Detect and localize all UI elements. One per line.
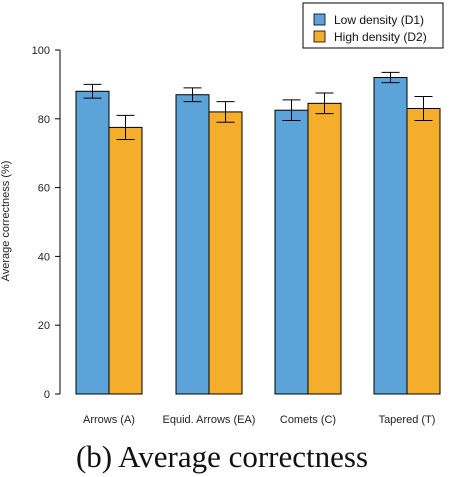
y-tick-label: 40: [38, 251, 50, 263]
y-tick-label: 60: [38, 183, 50, 195]
y-tick-label: 80: [38, 114, 50, 126]
error-bar-high-density-tapered-t: [414, 95, 433, 122]
x-tick-label: Comets (C): [280, 414, 336, 426]
bar-low-density-equid-arrows-ea: [175, 94, 210, 395]
bar-high-density-arrows-a: [108, 126, 143, 395]
x-tick-label: Equid. Arrows (EA): [163, 414, 256, 426]
y-tick-label: 100: [32, 45, 50, 57]
bar-low-density-arrows-a: [75, 90, 110, 395]
x-axis: Arrows (A) Equid. Arrows (EA) Comets (C) Ta…: [83, 414, 435, 426]
error-bar-low-density-arrows-a: [83, 83, 102, 99]
error-bar-low-density-tapered-t: [381, 71, 400, 84]
legend-swatch-high-density: [313, 30, 326, 43]
legend-box: [302, 2, 444, 49]
bar-high-density-equid-arrows-ea: [208, 111, 243, 395]
bar-low-density-tapered-t: [373, 77, 408, 395]
error-bar-high-density-equid-arrows-ea: [216, 101, 235, 123]
y-tick-label: 20: [38, 320, 50, 332]
x-tick-label: Tapered (T): [379, 414, 436, 426]
y-axis-label: Average correctness (%): [0, 161, 12, 282]
error-bar-high-density-arrows-a: [116, 114, 135, 140]
figure-caption: (b) Average correctness: [76, 439, 368, 474]
error-bar-low-density-comets-c: [282, 99, 301, 122]
error-bar-low-density-equid-arrows-ea: [183, 87, 202, 103]
legend-label-high-density: High density (D2): [334, 30, 427, 44]
bar-high-density-tapered-t: [406, 107, 441, 395]
bar-high-density-comets-c: [307, 102, 342, 395]
error-bar-high-density-comets-c: [315, 92, 334, 115]
legend: Low density (D1) High density (D2): [302, 2, 444, 49]
y-tick-label: 0: [44, 389, 50, 401]
bars-layer: [75, 71, 441, 395]
legend-label-low-density: Low density (D1): [334, 13, 424, 27]
bar-low-density-comets-c: [274, 109, 309, 395]
y-axis: 0 20 40 60 80 100: [32, 45, 61, 401]
legend-swatch-low-density: [313, 13, 326, 26]
x-tick-label: Arrows (A): [83, 414, 135, 426]
